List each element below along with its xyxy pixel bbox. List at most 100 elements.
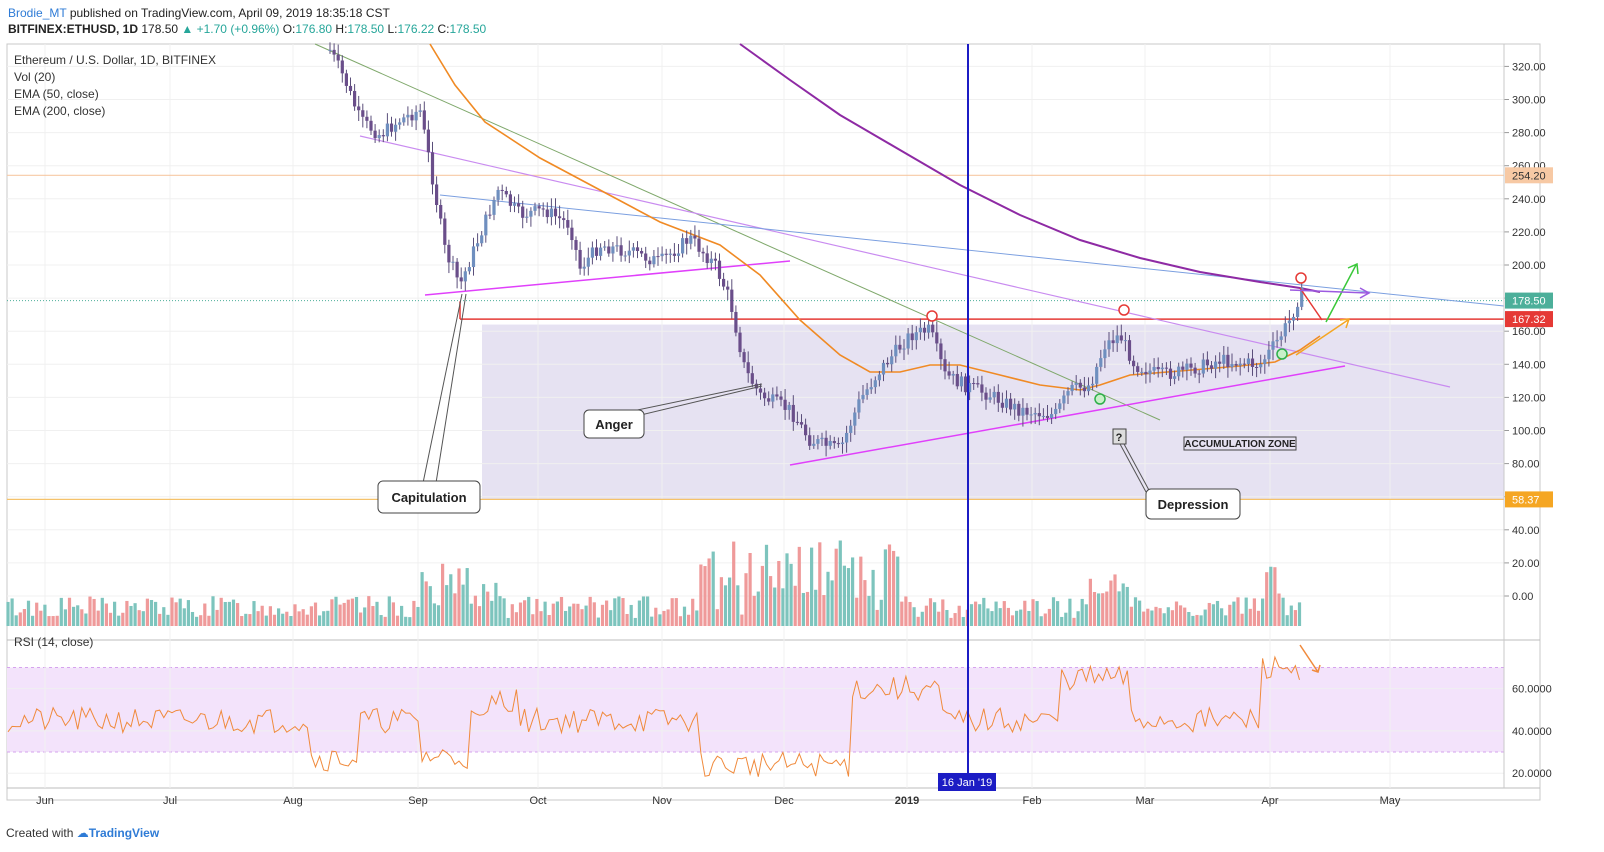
candle-body xyxy=(500,189,504,191)
up-arrow-green xyxy=(1325,262,1359,323)
price-tick-label: 240.00 xyxy=(1512,194,1546,206)
volume-bar xyxy=(154,601,158,626)
candle-body xyxy=(1238,363,1242,366)
volume-bar xyxy=(609,610,613,626)
candle-body xyxy=(824,437,828,446)
volume-bar xyxy=(313,602,318,626)
candle-body xyxy=(570,227,574,241)
volume-bar xyxy=(289,616,293,626)
candle-body xyxy=(578,249,582,269)
volume-bar xyxy=(617,596,621,626)
volume-bar xyxy=(84,613,88,626)
volume-bar xyxy=(379,615,383,626)
volume-bar xyxy=(650,616,654,626)
candle-body xyxy=(1275,339,1279,342)
candle-body xyxy=(640,251,644,254)
volume-bar xyxy=(1244,597,1248,626)
candle-body xyxy=(935,332,939,344)
candle-body xyxy=(898,344,902,350)
volume-bar xyxy=(1220,608,1224,626)
volume-bar xyxy=(670,598,674,626)
candle-body xyxy=(394,124,398,132)
candle-body xyxy=(1062,395,1066,404)
volume-bar xyxy=(998,608,1002,626)
volume-bar xyxy=(367,596,371,626)
x-tick-label: Dec xyxy=(774,795,794,807)
candle-body xyxy=(959,376,963,387)
candle-body xyxy=(767,398,771,402)
volume-bar xyxy=(322,611,326,626)
volume-bar xyxy=(961,616,965,626)
tradingview-logo-icon: ☁ xyxy=(76,826,89,840)
candle-body xyxy=(517,203,521,207)
volume-bar xyxy=(1109,580,1113,626)
volume-bar xyxy=(1019,609,1023,626)
candle-body xyxy=(804,424,808,436)
volume-bar xyxy=(428,586,432,626)
candle-body xyxy=(1283,323,1287,337)
candle-body xyxy=(439,205,443,219)
candle-body xyxy=(746,362,750,374)
candle-body xyxy=(791,404,795,422)
candle-body xyxy=(1193,367,1197,374)
volume-bar xyxy=(769,576,773,626)
candle-body xyxy=(877,374,881,381)
volume-bar xyxy=(215,609,219,626)
author-link[interactable]: Brodie_MT xyxy=(8,6,67,20)
price-tick-label: 80.00 xyxy=(1512,459,1540,471)
volume-bar xyxy=(568,606,572,626)
candle-body xyxy=(1144,371,1148,375)
volume-bar xyxy=(1207,602,1211,626)
volume-bar xyxy=(588,596,592,626)
candle-body xyxy=(627,250,631,256)
candle-body xyxy=(533,206,537,211)
trendline-green xyxy=(314,43,1161,421)
volume-bar xyxy=(1203,609,1207,626)
legend-title: Ethereum / U.S. Dollar, 1D, BITFINEX xyxy=(14,53,217,67)
volume-bar xyxy=(1129,606,1133,626)
candle-body xyxy=(1185,363,1189,370)
candle-body xyxy=(951,373,955,376)
candle-body xyxy=(545,209,549,218)
candle-body xyxy=(1246,358,1250,365)
volume-bar xyxy=(859,556,863,626)
candle-body xyxy=(1255,366,1259,368)
volume-bar xyxy=(789,563,793,626)
candle-body xyxy=(828,440,832,446)
price-tick-label: 160.00 xyxy=(1512,326,1546,338)
x-tick-label: 2019 xyxy=(895,795,919,807)
volume-bar xyxy=(1187,612,1191,626)
volume-bar xyxy=(1273,567,1277,626)
rsi-tick-label: 40.0000 xyxy=(1512,726,1552,738)
volume-bar xyxy=(1133,597,1138,626)
candle-body xyxy=(414,111,418,121)
candle-body xyxy=(1148,370,1152,375)
candle-body xyxy=(512,203,517,206)
tradingview-brand[interactable]: TradingView xyxy=(88,826,160,840)
volume-bar xyxy=(76,605,80,626)
price-tick-label: 0.00 xyxy=(1512,591,1533,603)
candle-body xyxy=(1197,373,1201,375)
candle-body xyxy=(713,258,717,261)
volume-bar xyxy=(490,600,494,626)
candle-body xyxy=(644,253,648,261)
volume-bar xyxy=(1072,617,1076,626)
volume-bar xyxy=(100,597,104,626)
volume-bar xyxy=(744,573,748,626)
volume-bar xyxy=(67,597,72,626)
volume-bar xyxy=(740,614,744,626)
last-price: 178.50 xyxy=(141,22,179,36)
candle-body xyxy=(894,344,898,357)
volume-bar xyxy=(900,601,904,626)
date-marker-badge xyxy=(938,773,996,791)
candle-body xyxy=(1123,340,1127,342)
candle-body xyxy=(861,394,865,400)
volume-bar xyxy=(31,615,35,626)
candle-body xyxy=(484,214,488,236)
volume-bar xyxy=(793,585,797,626)
volume-bar xyxy=(412,600,416,626)
candle-body xyxy=(1050,414,1054,418)
candle-body xyxy=(385,123,389,137)
volume-bar xyxy=(1150,610,1154,626)
